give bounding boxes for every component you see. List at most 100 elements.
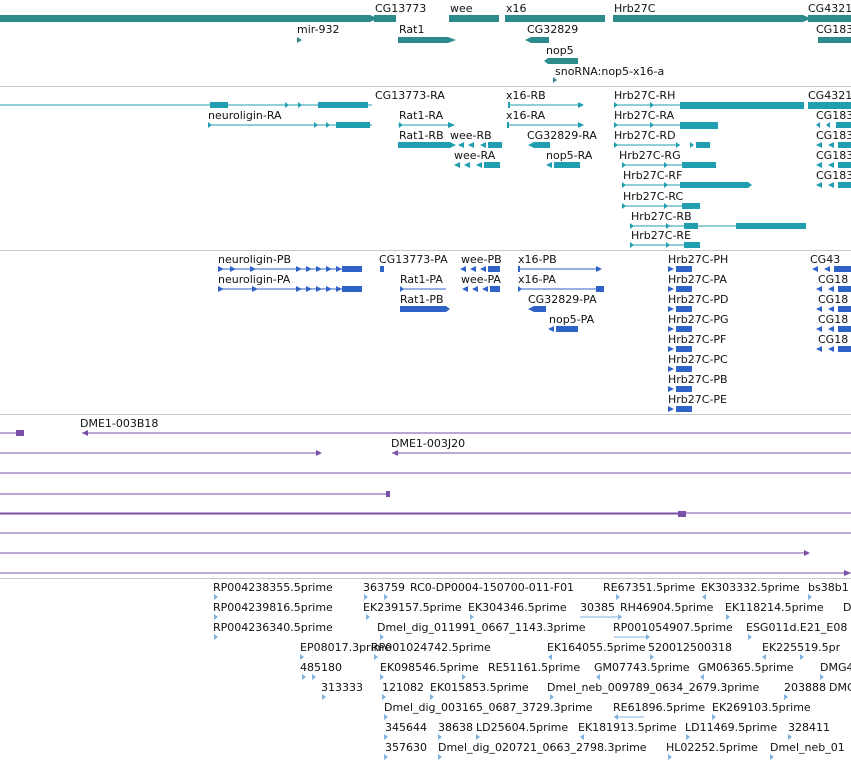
est-label[interactable]: EK181913.5prime [578,721,677,734]
protein-label[interactable]: nop5-PA [549,313,595,326]
est-label[interactable]: 520012500318 [648,641,732,654]
est-label[interactable]: 313333 [321,681,363,694]
gene-label[interactable]: CG4321 [808,2,851,15]
protein-label[interactable]: Hrb27C-PC [668,353,728,366]
est-label[interactable]: 38638 [438,721,473,734]
transcript-label[interactable]: Hrb27C-RA [614,109,675,122]
est-label[interactable]: EK225519.5pr [762,641,841,654]
est-label[interactable]: GM06365.5prime [698,661,794,674]
est-label[interactable]: EK239157.5prime [363,601,462,614]
protein-label[interactable]: CG13773-PA [379,253,448,266]
transcript-label[interactable]: Hrb27C-RH [614,89,676,102]
proteins-track[interactable]: neuroligin-PB CG13773-PA wee-PB x16-PB C… [0,251,851,414]
protein-label[interactable]: Hrb27C-PD [668,293,729,306]
est-label[interactable]: RH46904.5prime [620,601,714,614]
clone-label[interactable]: DME1-003J20 [391,437,466,450]
est-label[interactable]: RP004236340.5prime [213,621,333,634]
protein-label[interactable]: neuroligin-PB [218,253,291,266]
transcript-label[interactable]: x16-RB [506,89,546,102]
transcript-label[interactable]: Hrb27C-RE [631,229,692,242]
est-label[interactable]: DMG [829,681,851,694]
transcript-label[interactable]: CG32829-RA [527,129,597,142]
protein-label[interactable]: Hrb27C-PG [668,313,729,326]
transcript-label[interactable]: Hrb27C-RC [623,190,684,203]
est-label[interactable]: bs38b1 [808,581,849,594]
transcript-label[interactable]: CG183 [816,149,851,162]
protein-label[interactable]: x16-PB [518,253,557,266]
est-label[interactable]: 345644 [385,721,427,734]
transcript-label[interactable]: CG13773-RA [375,89,445,102]
protein-label[interactable]: Rat1-PA [400,273,443,286]
transcript-label[interactable]: CG183 [816,129,851,142]
est-label[interactable]: 203888 [784,681,826,694]
est-label[interactable]: 363759 [363,581,405,594]
est-track[interactable]: RP004238355.5prime 363759 RC0-DP0004-150… [0,579,851,763]
gene-label[interactable]: wee [450,2,473,15]
gene-label[interactable]: nop5 [546,44,574,57]
gene-label[interactable]: Hrb27C [614,2,656,15]
protein-label[interactable]: neuroligin-PA [218,273,291,286]
gene-label[interactable]: snoRNA:nop5-x16-a [555,65,665,78]
transcript-label[interactable]: wee-RA [454,149,496,162]
transcript-label[interactable]: Rat1-RA [399,109,444,122]
gene-label[interactable]: CG32829 [527,23,579,36]
gene-label[interactable]: mir-932 [297,23,340,36]
transcript-label[interactable]: neuroligin-RA [208,109,282,122]
est-label[interactable]: Dmel_dig_020721_0663_2798.3prime [438,741,647,754]
protein-label[interactable]: CG32829-PA [528,293,597,306]
protein-label[interactable]: CG43 [810,253,841,266]
protein-label[interactable]: Hrb27C-PH [668,253,729,266]
protein-label[interactable]: Hrb27C-PF [668,333,727,346]
protein-label[interactable]: Hrb27C-PB [668,373,728,386]
est-label[interactable]: RC0-DP0004-150700-011-F01 [410,581,575,594]
gene-label[interactable]: Rat1 [399,23,425,36]
est-label[interactable]: RP004239816.5prime [213,601,333,614]
protein-label[interactable]: Rat1-PB [400,293,444,306]
protein-label[interactable]: wee-PA [461,273,501,286]
transcript-label[interactable]: Hrb27C-RB [631,210,692,223]
transcript-label[interactable]: Rat1-RB [399,129,444,142]
transcript-label[interactable]: Hrb27C-RF [623,169,683,182]
est-label[interactable]: RE51161.5prime [488,661,581,674]
est-label[interactable]: 485180 [300,661,342,674]
est-label[interactable]: HL02252.5prime [666,741,758,754]
est-label[interactable]: Dmel_neb_01 [770,741,845,754]
transcript-label[interactable]: CG4321 [808,89,851,102]
protein-label[interactable]: CG18 [818,273,849,286]
protein-label[interactable]: x16-PA [518,273,556,286]
est-label[interactable]: EP08017.3prime [300,641,392,654]
est-label[interactable]: Dmel_dig_003165_0687_3729.3prime [384,701,593,714]
est-label[interactable]: RP001054907.5prime [613,621,733,634]
protein-label[interactable]: wee-PB [461,253,502,266]
transcript-label[interactable]: Hrb27C-RG [619,149,681,162]
clones-track[interactable]: DME1-003B18 DME1-003J20 [0,415,851,578]
est-label[interactable]: ESG011d.E21_E08 [746,621,848,634]
protein-label[interactable]: Hrb27C-PE [668,393,728,406]
est-label[interactable]: 121082 [382,681,424,694]
clone-label[interactable]: DME1-003B18 [80,417,159,430]
est-label[interactable]: LD25604.5prime [476,721,569,734]
protein-label[interactable]: Hrb27C-PA [668,273,727,286]
est-label[interactable]: EK269103.5prime [712,701,811,714]
est-label[interactable]: EK118214.5prime [725,601,824,614]
transcript-label[interactable]: wee-RB [450,129,492,142]
est-label[interactable]: 328411 [788,721,830,734]
protein-label[interactable]: CG18 [818,313,849,326]
est-label[interactable]: RE67351.5prime [603,581,696,594]
est-label[interactable]: EK303332.5prime [701,581,800,594]
est-label[interactable]: EK098546.5prime [380,661,479,674]
transcript-label[interactable]: Hrb27C-RD [614,129,676,142]
est-label[interactable]: GM07743.5prime [594,661,690,674]
transcript-label[interactable]: CG183 [816,169,851,182]
est-label[interactable]: LD11469.5prime [685,721,778,734]
transcripts-track[interactable]: CG13773-RA x16-RB Hrb27C-RH CG4321 neuro… [0,87,851,250]
est-label[interactable]: EK304346.5prime [468,601,567,614]
gene-label[interactable]: x16 [506,2,527,15]
genes-track[interactable]: CG13773 wee x16 Hrb27C CG4321 mir-932 Ra… [0,0,851,86]
est-label[interactable]: RE61896.5prime [613,701,706,714]
protein-label[interactable]: CG18 [818,293,849,306]
gene-label[interactable]: CG183 [816,23,851,36]
protein-label[interactable]: CG18 [818,333,849,346]
est-label[interactable]: RP001024742.5prime [371,641,491,654]
est-label[interactable]: DMG4 [820,661,851,674]
